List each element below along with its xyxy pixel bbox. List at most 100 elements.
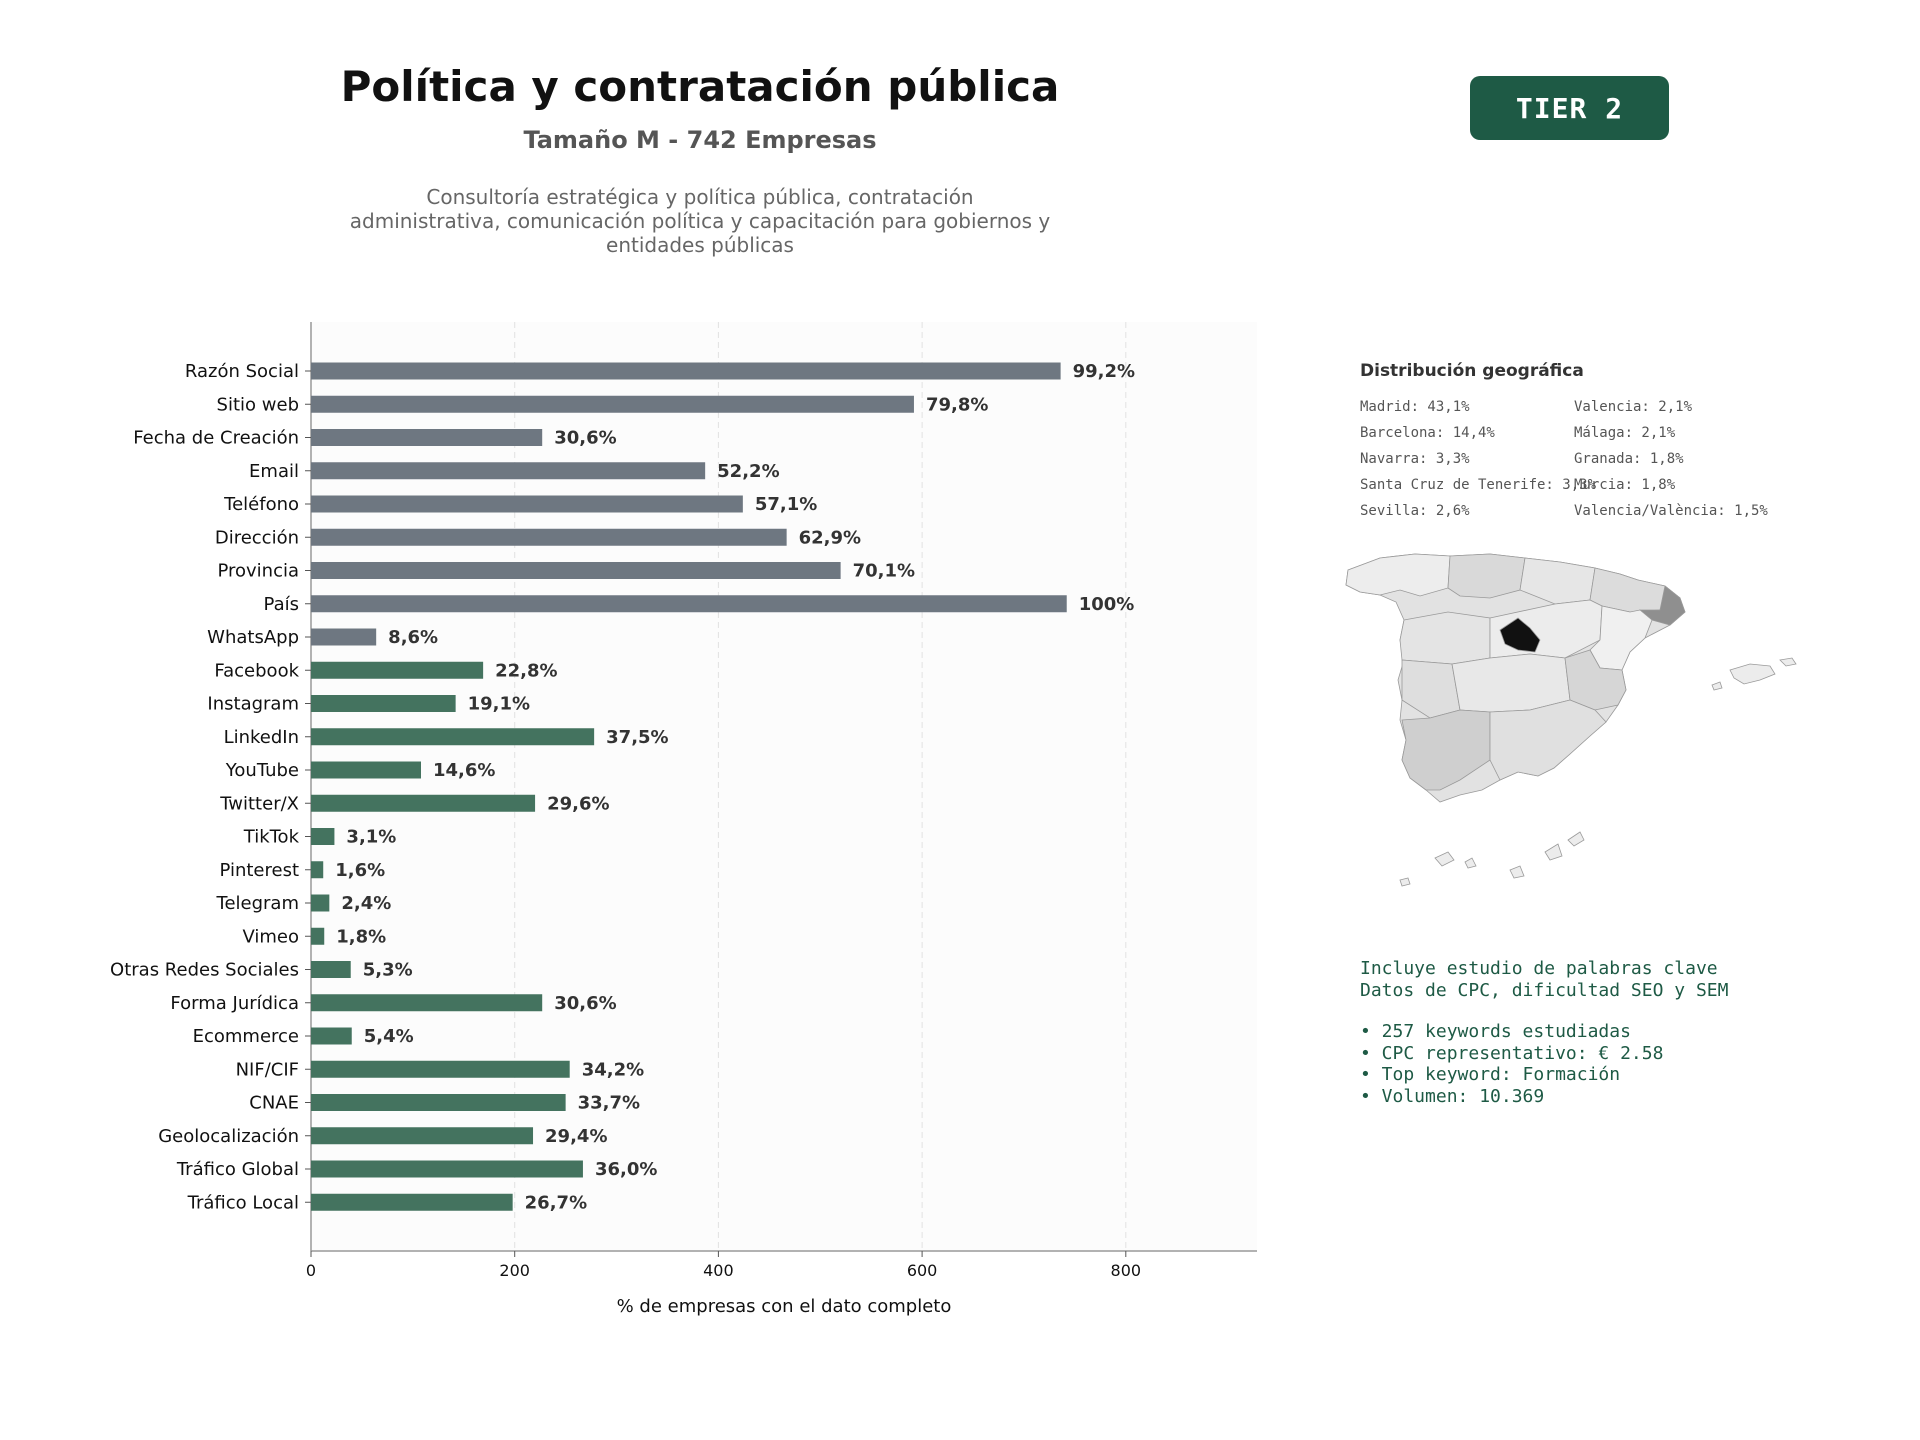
map-island — [1711, 681, 1723, 691]
bar — [311, 1027, 352, 1045]
category-label: Razón Social — [185, 361, 299, 382]
category-label: Fecha de Creación — [133, 428, 299, 449]
tier-badge: TIER 2 — [1470, 76, 1669, 140]
category-label: Email — [249, 461, 299, 482]
page-title: Política y contratación pública — [340, 62, 1060, 111]
map-region — [1589, 605, 1653, 671]
data-label: 57,1% — [755, 494, 817, 515]
category-label: Provincia — [217, 561, 299, 582]
data-label: 62,9% — [799, 527, 861, 548]
data-label: 3,1% — [346, 827, 396, 848]
page-description: Consultoría estratégica y política públi… — [330, 185, 1070, 257]
bar — [311, 595, 1067, 613]
category-label: Pinterest — [219, 860, 299, 881]
keywords-bullet: • 257 keywords estudiadas — [1360, 1021, 1631, 1042]
geo-item: Santa Cruz de Tenerife: 3,3% — [1360, 477, 1597, 493]
category-label: Twitter/X — [219, 793, 299, 814]
map-island — [1434, 851, 1455, 867]
x-tick-label: 0 — [306, 1261, 316, 1280]
data-label: 37,5% — [606, 727, 668, 748]
category-label: Tráfico Global — [176, 1159, 299, 1180]
category-label: Ecommerce — [193, 1026, 299, 1047]
bar — [311, 528, 787, 546]
category-label: CNAE — [249, 1093, 299, 1114]
bar — [311, 495, 743, 513]
map-madrid — [1499, 617, 1541, 653]
data-label: 34,2% — [582, 1059, 644, 1080]
bar — [311, 994, 543, 1012]
keywords-bullet: • Volumen: 10.369 — [1360, 1085, 1545, 1107]
bar — [311, 1094, 566, 1111]
keywords-intro: Datos de CPC, dificultad SEO y SEM — [1360, 979, 1729, 1001]
description-line: Consultoría estratégica y política públi… — [426, 185, 974, 209]
data-label: 8,6% — [388, 627, 438, 648]
data-label: 14,6% — [433, 760, 495, 781]
description-line: entidades públicas — [606, 233, 794, 257]
bar — [311, 562, 841, 579]
geo-item: Murcia: 1,8% — [1574, 477, 1676, 493]
x-tick-label: 600 — [907, 1261, 938, 1280]
data-label: 19,1% — [468, 694, 530, 715]
category-label: NIF/CIF — [236, 1059, 299, 1080]
data-label: 26,7% — [525, 1192, 587, 1213]
category-label: Telegram — [216, 893, 299, 914]
data-label: 30,6% — [554, 993, 616, 1014]
map-island — [1544, 843, 1563, 861]
data-label: 2,4% — [341, 893, 391, 914]
geo-item: Madrid: 43,1% — [1360, 399, 1470, 415]
plot-area — [311, 322, 1257, 1251]
map-island — [1464, 857, 1477, 869]
map-island — [1399, 877, 1411, 887]
map-island — [1779, 657, 1797, 667]
page-subtitle: Tamaño M - 742 Empresas — [523, 126, 877, 154]
bar — [311, 1193, 513, 1211]
bar — [311, 728, 595, 746]
map-region — [1399, 611, 1491, 665]
x-tick-label: 800 — [1111, 1261, 1142, 1280]
category-label: Forma Jurídica — [170, 993, 299, 1014]
x-tick-label: 400 — [703, 1261, 734, 1280]
category-label: LinkedIn — [224, 727, 299, 748]
geo-item: Granada: 1,8% — [1574, 451, 1684, 467]
x-axis-label: % de empresas con el dato completo — [617, 1296, 952, 1317]
category-label: Sitio web — [217, 394, 299, 415]
category-label: TikTok — [243, 827, 300, 848]
geo-item: Valencia/València: 1,5% — [1574, 503, 1768, 519]
data-label: 29,4% — [545, 1126, 607, 1147]
data-label: 29,6% — [547, 793, 609, 814]
bar — [311, 661, 484, 679]
category-label: Teléfono — [223, 494, 299, 515]
x-tick-label: 200 — [499, 1261, 530, 1280]
geo-distribution-title: Distribución geográfica — [1360, 361, 1584, 381]
map-region — [1345, 553, 1451, 597]
map-region — [1451, 653, 1571, 713]
bar — [311, 462, 706, 480]
map-region — [1401, 709, 1491, 791]
bar — [311, 362, 1061, 380]
bar — [311, 429, 543, 446]
bar — [311, 894, 330, 912]
bar — [311, 1160, 583, 1178]
bar-chart: 0 200 400 600 800 % de empresas con el dato c… — [110, 322, 1257, 1317]
category-label: País — [264, 594, 299, 615]
keywords-bullet: • Top keyword: Formación — [1360, 1064, 1621, 1085]
map-region — [1447, 553, 1526, 599]
data-label: 79,8% — [926, 394, 988, 415]
data-label: 36,0% — [595, 1159, 657, 1180]
map-region — [1489, 699, 1607, 781]
bar — [311, 927, 325, 945]
keywords-intro: Incluye estudio de palabras clave — [1360, 958, 1718, 979]
bar — [311, 1127, 534, 1145]
keywords-bullet: • CPC representativo: € 2.58 — [1360, 1042, 1664, 1064]
category-label: Instagram — [207, 694, 299, 715]
map-barcelona — [1638, 585, 1686, 626]
data-label: 5,4% — [364, 1026, 414, 1047]
description-line: administrativa, comunicación política y … — [349, 209, 1051, 233]
data-label: 52,2% — [717, 461, 779, 482]
data-label: 99,2% — [1073, 361, 1135, 382]
category-label: Tráfico Local — [187, 1192, 299, 1213]
category-label: Facebook — [214, 660, 299, 681]
data-label: 22,8% — [495, 660, 557, 681]
geo-item: Málaga: 2,1% — [1574, 425, 1676, 441]
geo-item: Valencia: 2,1% — [1574, 399, 1693, 415]
